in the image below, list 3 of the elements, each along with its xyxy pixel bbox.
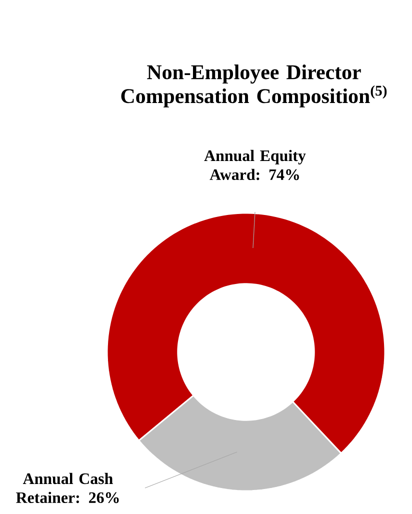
data-label: Annual Equity Award: 74% xyxy=(204,150,306,180)
chart-title: Non-Employee Director Compensation Composition$^{(5)}$ xyxy=(121,64,387,108)
data-label: Annual Cash Retainer: 26% xyxy=(16,472,119,504)
